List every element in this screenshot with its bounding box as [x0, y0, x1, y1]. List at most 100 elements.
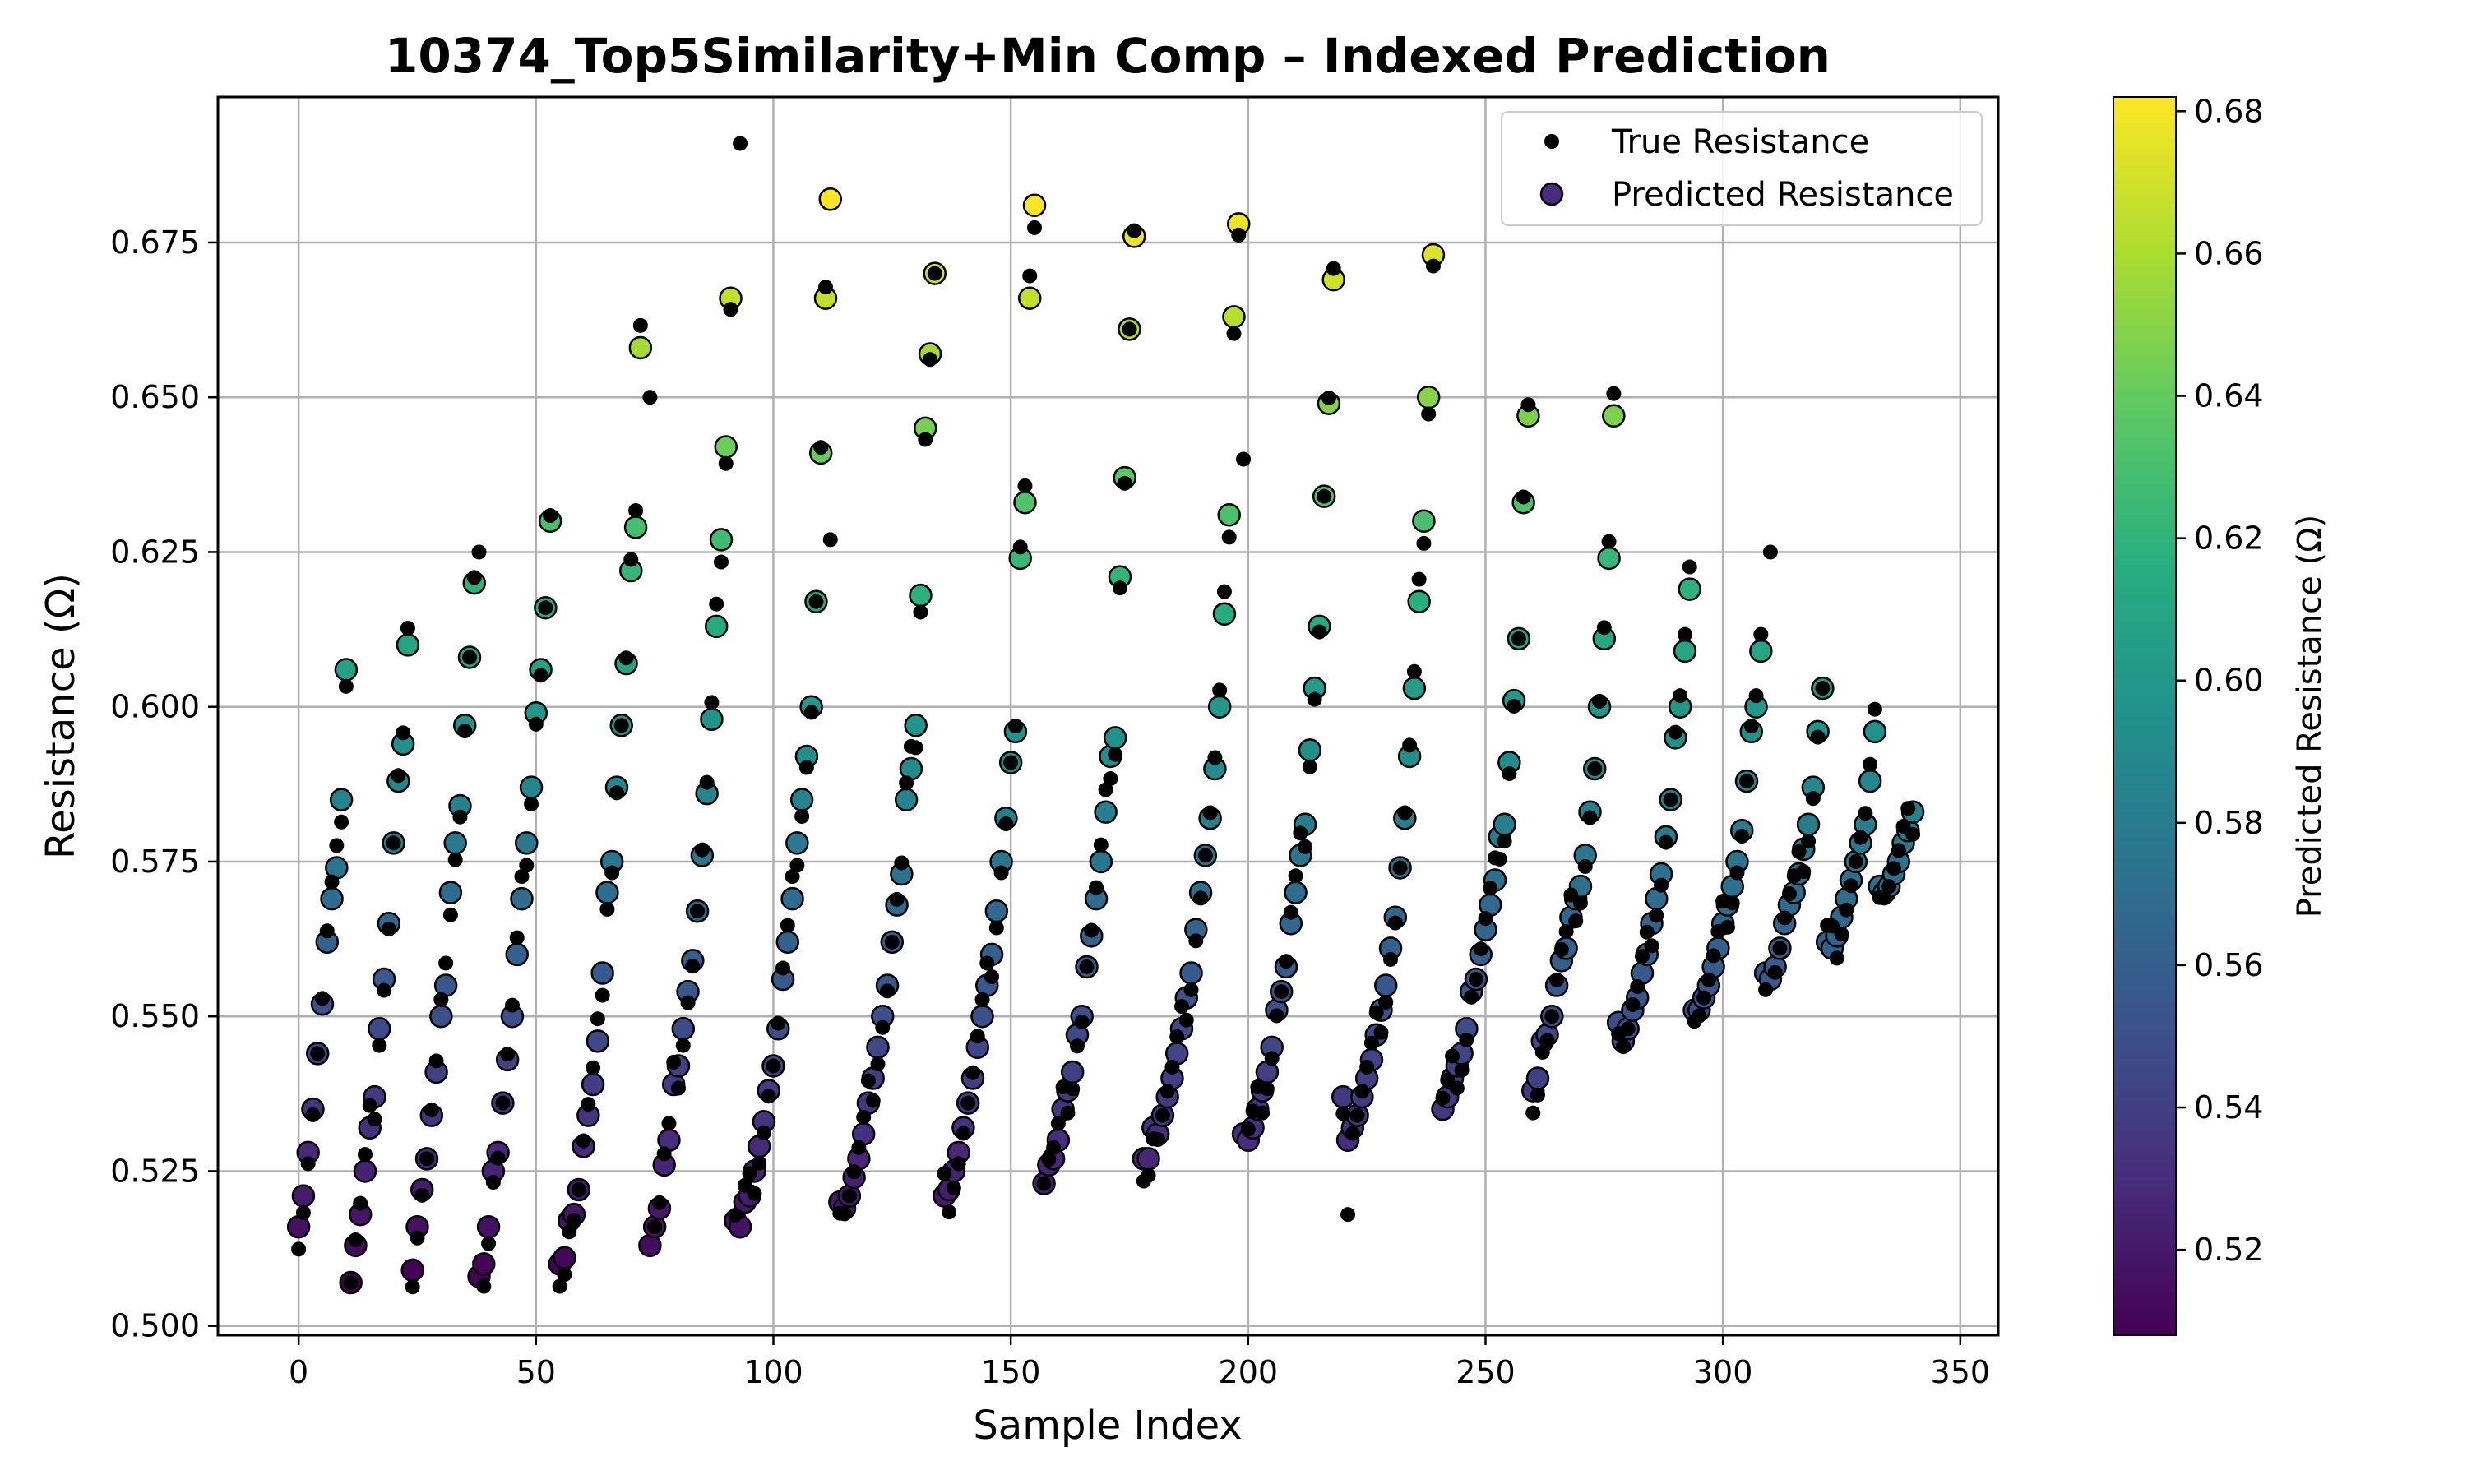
true-point — [419, 1151, 435, 1167]
true-point — [1221, 529, 1237, 545]
predicted-point — [510, 886, 534, 911]
true-point — [690, 904, 706, 919]
true-point — [1615, 1039, 1631, 1055]
true-point — [718, 455, 734, 471]
true-point — [1183, 982, 1199, 997]
true-point — [1164, 1059, 1180, 1075]
true-point — [747, 1186, 762, 1201]
true-point — [1216, 584, 1232, 599]
true-point — [1084, 922, 1099, 938]
true-point — [1302, 759, 1317, 774]
true-point — [509, 930, 525, 945]
true-point — [808, 594, 824, 609]
true-point — [1801, 834, 1817, 849]
true-point — [837, 1206, 853, 1222]
colorbar-tick-label: 0.58 — [2194, 805, 2264, 841]
true-point — [1497, 834, 1512, 849]
true-point — [1544, 1009, 1560, 1024]
true-point — [1103, 771, 1118, 787]
true-point — [386, 835, 401, 851]
true-point — [1635, 949, 1650, 964]
colorbar: 0.52 0.54 0.56 0.58 0.60 0.62 0.64 0.66 0.68 Pre… — [2113, 93, 2329, 1336]
true-point — [1701, 972, 1716, 987]
y-tick-label: 0.675 — [110, 224, 200, 261]
true-point — [609, 785, 624, 801]
true-point — [586, 1060, 601, 1075]
true-point — [433, 992, 449, 1007]
true-point — [875, 1019, 891, 1035]
predicted-point — [1013, 490, 1037, 515]
true-point — [1387, 915, 1403, 931]
true-point — [846, 1164, 862, 1180]
true-point — [1354, 1084, 1370, 1099]
predicted-point — [1094, 800, 1118, 824]
true-point — [334, 814, 349, 830]
true-point — [562, 1224, 577, 1240]
true-point — [305, 1107, 321, 1122]
predicted-point — [1179, 961, 1203, 985]
x-tick-label: 50 — [516, 1354, 556, 1390]
true-point — [937, 1166, 952, 1181]
true-point — [704, 695, 720, 710]
chart-title: 10374_Top5Similarity+Min Comp – Indexed … — [385, 28, 1831, 84]
true-point — [803, 705, 819, 720]
true-point — [1155, 1107, 1170, 1123]
predicted-point — [984, 899, 1009, 923]
true-point — [291, 1241, 307, 1257]
predicted-point — [1412, 509, 1436, 534]
true-point — [984, 969, 1000, 985]
true-point — [1853, 830, 1868, 845]
x-axis-ticks: 0 50 100 150 200 250 300 350 — [289, 1335, 1990, 1390]
true-point — [1539, 1033, 1555, 1048]
true-point — [851, 1140, 867, 1155]
true-point — [476, 1278, 492, 1294]
true-point — [519, 858, 535, 873]
predicted-point — [590, 961, 614, 985]
true-point — [1236, 451, 1252, 467]
true-point — [865, 1093, 881, 1108]
true-point — [651, 1195, 667, 1210]
x-tick-label: 300 — [1693, 1354, 1753, 1390]
predicted-point — [1060, 1060, 1085, 1084]
predicted-point — [775, 930, 800, 955]
true-point — [1549, 972, 1565, 987]
true-point — [357, 1147, 373, 1163]
predicted-point — [909, 583, 933, 608]
true-point — [466, 570, 482, 585]
predicted-point — [291, 1184, 316, 1208]
true-point — [295, 1204, 311, 1220]
true-point — [1445, 1048, 1460, 1064]
x-tick-label: 0 — [289, 1354, 308, 1390]
predicted-point — [970, 1004, 994, 1029]
true-point — [457, 724, 473, 739]
true-point — [414, 1187, 430, 1203]
true-point — [766, 1058, 781, 1074]
true-point — [1416, 535, 1432, 551]
colorbar-tick-label: 0.54 — [2194, 1089, 2264, 1126]
true-point — [367, 1112, 382, 1127]
true-point — [1293, 825, 1308, 841]
true-point — [1402, 737, 1418, 753]
true-point — [817, 280, 833, 295]
true-point — [1312, 624, 1327, 640]
predicted-point — [1863, 719, 1887, 744]
true-point — [396, 725, 411, 741]
predicted-point — [586, 1029, 610, 1053]
predicted-point — [329, 788, 354, 811]
y-axis-ticks: 0.500 0.525 0.550 0.575 0.600 0.625 0.650 0.675 — [110, 224, 218, 1344]
true-point — [647, 1219, 663, 1235]
colorbar-ticks: 0.52 0.54 0.56 0.58 0.60 0.62 0.64 0.66 0.68 — [2176, 93, 2264, 1268]
colorbar-label: Predicted Resistance (Ω) — [2291, 515, 2329, 918]
true-point — [1777, 910, 1793, 926]
true-point — [405, 1279, 420, 1295]
true-point — [965, 1065, 980, 1080]
grid-lines — [218, 97, 1998, 1335]
predicted-point — [780, 886, 804, 911]
predicted-point — [353, 1159, 377, 1183]
predicted-point — [476, 1214, 501, 1239]
true-point — [343, 1274, 359, 1290]
predicted-point — [515, 831, 539, 855]
predicted-point — [553, 1246, 576, 1270]
true-point — [1791, 844, 1807, 859]
true-point — [581, 1097, 596, 1112]
